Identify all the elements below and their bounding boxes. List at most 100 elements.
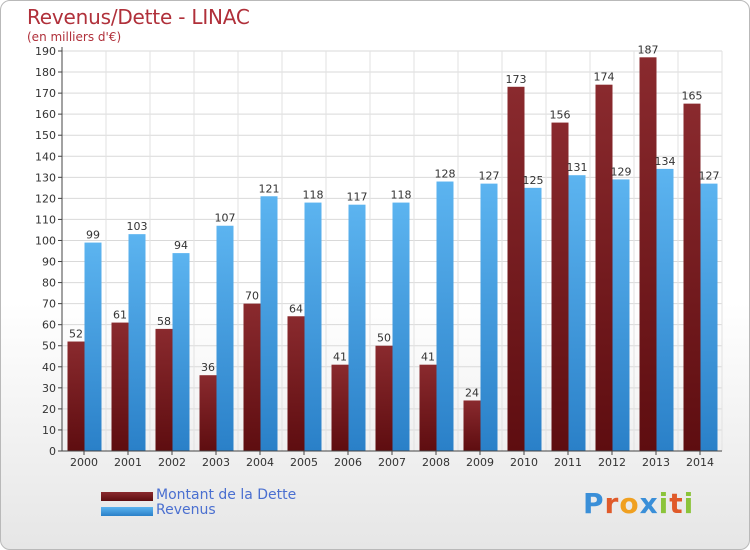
revenue-value-label: 94 bbox=[174, 239, 188, 252]
logo-letter: P bbox=[583, 487, 605, 520]
debt-bar bbox=[551, 122, 569, 451]
debt-bar bbox=[419, 364, 437, 451]
debt-bar bbox=[463, 400, 481, 451]
y-tick-label: 60 bbox=[42, 319, 56, 332]
revenue-bar bbox=[656, 168, 674, 452]
debt-bar bbox=[199, 375, 217, 451]
x-tick-label: 2008 bbox=[422, 456, 450, 469]
revenue-value-label: 125 bbox=[523, 174, 544, 187]
x-tick-label: 2014 bbox=[686, 456, 714, 469]
logo-letter: r bbox=[604, 487, 620, 520]
debt-bar bbox=[595, 84, 613, 452]
revenue-bar bbox=[568, 175, 586, 452]
revenue-value-label: 118 bbox=[391, 189, 412, 202]
y-tick-label: 80 bbox=[42, 277, 56, 290]
revenue-bar bbox=[612, 179, 630, 451]
legend-label-debt: Montant de la Dette bbox=[156, 487, 297, 503]
revenue-value-label: 127 bbox=[479, 170, 500, 183]
debt-value-label: 50 bbox=[377, 332, 391, 345]
debt-value-label: 173 bbox=[506, 73, 527, 86]
chart-title: Revenus/Dette - LINAC bbox=[27, 5, 250, 29]
revenue-bar bbox=[436, 181, 454, 452]
revenue-value-label: 134 bbox=[655, 155, 676, 168]
revenue-value-label: 129 bbox=[611, 165, 632, 178]
y-tick-label: 130 bbox=[35, 171, 56, 184]
revenue-value-label: 127 bbox=[699, 170, 720, 183]
y-tick-label: 40 bbox=[42, 361, 56, 374]
revenue-bar bbox=[84, 242, 102, 451]
x-tick-label: 2001 bbox=[114, 456, 142, 469]
x-tick-label: 2013 bbox=[642, 456, 670, 469]
debt-value-label: 58 bbox=[157, 315, 171, 328]
debt-value-label: 41 bbox=[333, 351, 347, 364]
chart-subtitle: (en milliers d'€) bbox=[27, 30, 122, 44]
debt-value-label: 41 bbox=[421, 351, 435, 364]
y-tick-label: 0 bbox=[49, 445, 56, 458]
debt-value-label: 52 bbox=[69, 328, 83, 341]
x-tick-label: 2002 bbox=[158, 456, 186, 469]
legend-swatch-debt bbox=[101, 492, 153, 501]
x-tick-label: 2006 bbox=[334, 456, 362, 469]
y-tick-label: 140 bbox=[35, 150, 56, 163]
y-tick-label: 90 bbox=[42, 256, 56, 269]
debt-bar bbox=[331, 364, 349, 451]
debt-bar bbox=[155, 328, 173, 451]
y-tick-label: 180 bbox=[35, 66, 56, 79]
legend-swatch-revenue bbox=[101, 507, 153, 516]
revenue-bar bbox=[260, 196, 278, 451]
revenue-bar bbox=[128, 234, 146, 451]
revenue-value-label: 107 bbox=[215, 212, 236, 225]
revenue-bar bbox=[304, 202, 322, 451]
revenue-value-label: 121 bbox=[259, 182, 280, 195]
revenue-bar bbox=[172, 253, 190, 451]
x-tick-label: 2011 bbox=[554, 456, 582, 469]
x-tick-label: 2000 bbox=[70, 456, 98, 469]
y-tick-label: 150 bbox=[35, 129, 56, 142]
y-tick-label: 110 bbox=[35, 213, 56, 226]
revenue-value-label: 117 bbox=[347, 191, 368, 204]
revenue-bar bbox=[700, 183, 718, 451]
debt-bar bbox=[507, 86, 525, 451]
debt-bar bbox=[67, 341, 85, 451]
debt-value-label: 165 bbox=[682, 90, 703, 103]
y-tick-label: 190 bbox=[35, 45, 56, 58]
revenue-bar bbox=[524, 187, 542, 451]
debt-value-label: 174 bbox=[594, 71, 615, 84]
debt-value-label: 24 bbox=[465, 386, 479, 399]
debt-bar bbox=[375, 345, 393, 451]
logo-letter: o bbox=[619, 487, 640, 520]
x-tick-label: 2005 bbox=[290, 456, 318, 469]
debt-value-label: 156 bbox=[550, 109, 571, 122]
y-tick-label: 30 bbox=[42, 382, 56, 395]
debt-bar bbox=[243, 303, 261, 451]
y-tick-label: 120 bbox=[35, 192, 56, 205]
revenue-bar bbox=[480, 183, 498, 451]
logo-letter: x bbox=[639, 487, 659, 520]
revenue-bar bbox=[348, 204, 366, 451]
x-tick-label: 2009 bbox=[466, 456, 494, 469]
x-tick-label: 2003 bbox=[202, 456, 230, 469]
legend-label-revenue: Revenus bbox=[156, 502, 216, 518]
y-tick-label: 50 bbox=[42, 340, 56, 353]
y-tick-label: 170 bbox=[35, 87, 56, 100]
debt-bar bbox=[683, 103, 701, 451]
y-tick-label: 10 bbox=[42, 424, 56, 437]
revenue-value-label: 99 bbox=[86, 229, 100, 242]
revenue-value-label: 128 bbox=[435, 168, 456, 181]
revenue-bar bbox=[216, 225, 234, 451]
proxiti-logo: Proxiti bbox=[583, 487, 694, 520]
debt-bar bbox=[111, 322, 129, 451]
y-tick-label: 100 bbox=[35, 234, 56, 247]
debt-value-label: 70 bbox=[245, 290, 259, 303]
logo-letter: t bbox=[669, 487, 684, 520]
x-tick-label: 2010 bbox=[510, 456, 538, 469]
x-tick-label: 2007 bbox=[378, 456, 406, 469]
debt-value-label: 61 bbox=[113, 309, 127, 322]
debt-value-label: 187 bbox=[638, 43, 659, 56]
x-tick-label: 2012 bbox=[598, 456, 626, 469]
revenue-value-label: 103 bbox=[127, 220, 148, 233]
debt-value-label: 36 bbox=[201, 361, 215, 374]
revenue-value-label: 131 bbox=[567, 161, 588, 174]
